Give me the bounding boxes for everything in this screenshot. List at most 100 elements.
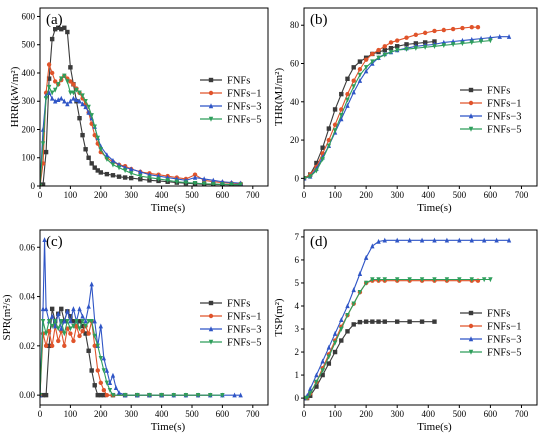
data-point: [98, 323, 103, 329]
data-point: [83, 331, 88, 336]
data-point: [345, 97, 350, 103]
data-point: [95, 343, 100, 349]
data-point: [363, 57, 369, 62]
x-tick-label: 400: [422, 409, 436, 419]
plot-frame: [39, 7, 269, 187]
data-point: [165, 178, 170, 184]
data-point: [382, 52, 387, 58]
data-point: [201, 181, 207, 186]
data-point: [113, 385, 119, 390]
data-point: [77, 90, 82, 96]
data-point: [95, 135, 100, 141]
data-point: [469, 277, 474, 283]
y-tick-label: 300: [22, 96, 36, 106]
data-point: [413, 41, 419, 46]
plot-area: [304, 24, 512, 182]
data-point: [80, 132, 85, 138]
data-point: [89, 318, 94, 324]
legend: FNFs FNFs−1 FNFs−3 FNFs−5: [200, 299, 262, 349]
legend-label: FNFs−1: [487, 99, 522, 110]
data-point: [339, 326, 344, 332]
data-point: [68, 90, 73, 96]
data-point: [413, 45, 419, 51]
x-tick-label: 100: [64, 409, 78, 419]
legend-label: FNFs: [487, 309, 510, 320]
x-tick-label: 300: [124, 409, 138, 419]
data-point: [49, 343, 55, 349]
data-point: [497, 34, 502, 39]
data-point: [68, 79, 73, 84]
y-tick-label: 100: [22, 153, 36, 163]
data-point: [195, 392, 201, 398]
data-point: [59, 76, 64, 82]
y-axis-label: TSP(m²): [273, 298, 285, 336]
data-point: [351, 287, 356, 293]
data-point: [62, 318, 67, 324]
y-tick-label: 2: [295, 347, 300, 357]
data-point: [49, 90, 55, 96]
data-point: [147, 175, 152, 181]
data-point: [320, 157, 325, 162]
data-point: [382, 237, 387, 243]
x-tick-label: 700: [515, 190, 529, 200]
data-point: [56, 338, 61, 344]
data-point: [376, 319, 381, 324]
data-point: [370, 319, 375, 324]
data-point: [345, 91, 350, 97]
data-point: [320, 358, 325, 364]
data-point: [469, 24, 474, 30]
data-point: [395, 38, 400, 43]
data-point: [98, 392, 103, 398]
legend-marker: [468, 126, 474, 132]
data-point: [357, 271, 363, 276]
data-point: [86, 155, 91, 160]
data-point: [43, 96, 49, 102]
data-point: [332, 349, 338, 355]
data-point: [395, 277, 400, 283]
data-point: [138, 173, 143, 179]
data-point: [46, 318, 52, 324]
data-point: [404, 46, 409, 52]
x-tick-label: 300: [390, 409, 404, 419]
data-point: [43, 331, 49, 337]
plot-frame: [39, 229, 269, 406]
legend-label: FNFs−5: [487, 348, 522, 359]
data-point: [138, 169, 143, 175]
data-point: [71, 306, 76, 312]
data-point: [351, 301, 356, 307]
data-point: [159, 392, 164, 398]
y-tick-label: 0: [31, 181, 36, 191]
data-point: [65, 101, 70, 107]
data-point: [77, 326, 82, 332]
data-point: [339, 91, 344, 97]
data-point: [357, 319, 363, 325]
y-tick-label: 6: [295, 255, 300, 265]
data-point: [395, 319, 400, 324]
data-point: [351, 84, 356, 90]
data-point: [419, 319, 425, 324]
data-point: [40, 182, 46, 186]
data-point: [59, 306, 64, 312]
x-tick-label: 400: [422, 190, 436, 200]
data-point: [494, 237, 499, 243]
data-point: [395, 44, 400, 49]
data-point: [56, 311, 61, 317]
data-point: [104, 392, 110, 398]
data-point: [107, 388, 113, 393]
data-point: [432, 28, 437, 34]
data-point: [220, 392, 225, 398]
y-tick-label: 0: [295, 393, 300, 403]
y-tick-label: 400: [22, 68, 36, 78]
data-point: [59, 325, 64, 331]
data-point: [407, 319, 412, 324]
data-point: [432, 277, 437, 283]
data-point: [308, 391, 313, 397]
data-point: [506, 237, 512, 243]
data-point: [332, 128, 338, 134]
data-point: [345, 102, 350, 108]
data-point: [357, 67, 363, 72]
y-tick-label: 4: [295, 301, 300, 311]
data-point: [101, 388, 107, 393]
data-point: [183, 392, 189, 398]
series-line-4: [304, 39, 491, 179]
